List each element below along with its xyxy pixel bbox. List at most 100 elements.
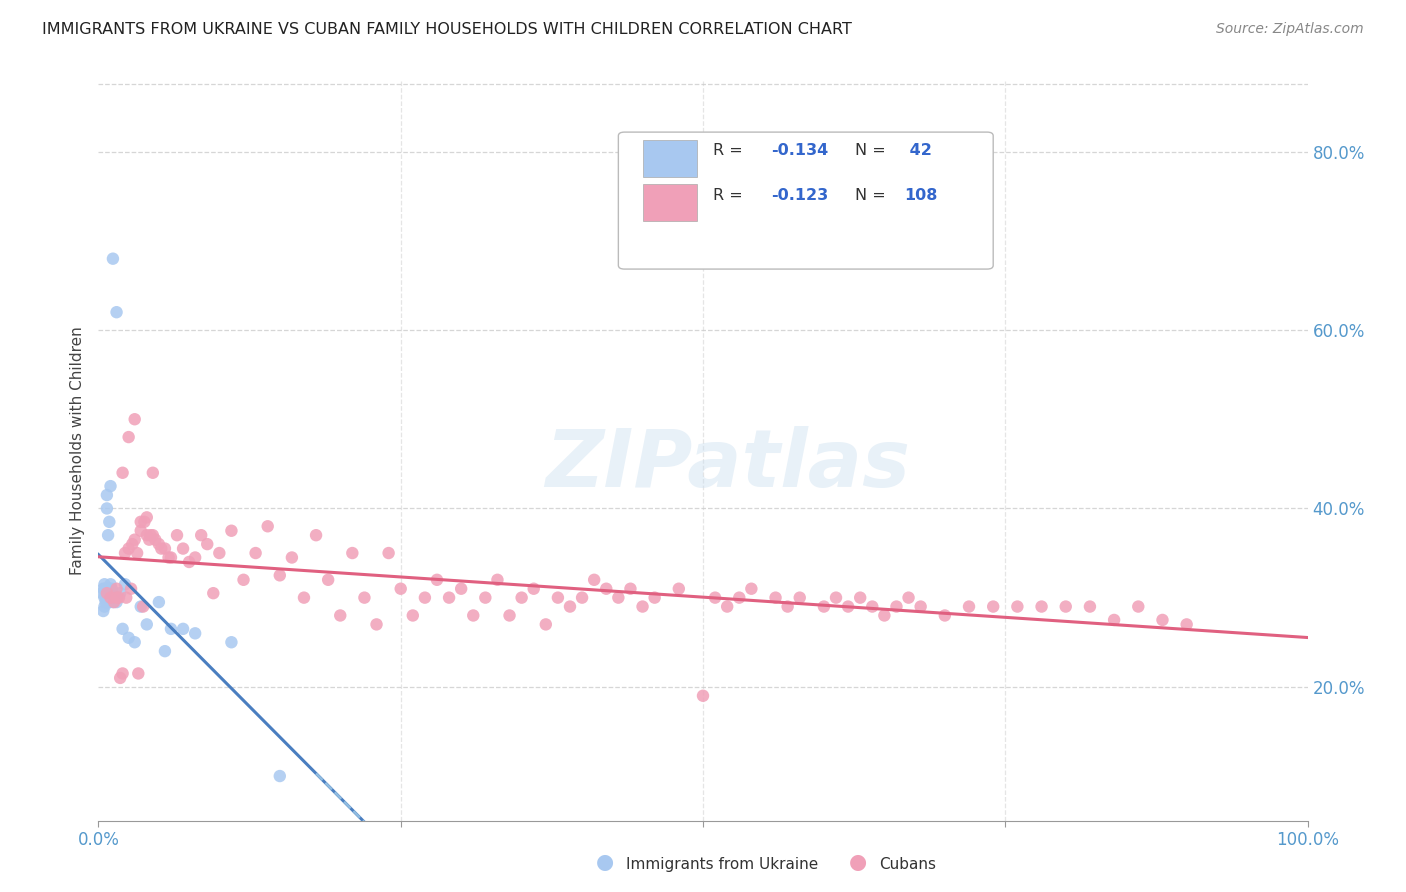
Point [897,591,920,605]
Point [776,599,799,614]
Text: 42: 42 [904,144,932,158]
Y-axis label: Family Households with Children: Family Households with Children [69,326,84,574]
Point [120,582,142,596]
Point [1102,613,1125,627]
Point [127,666,149,681]
Text: Cubans: Cubans [879,857,936,872]
Point [402,608,425,623]
Point [98,515,121,529]
Point [1054,599,1077,614]
Point [100,586,122,600]
Point [269,568,291,582]
Point [366,617,388,632]
Point [426,573,449,587]
Point [118,430,141,444]
Point [105,305,128,319]
Point [1152,613,1174,627]
Point [142,528,165,542]
Point [825,591,848,605]
Point [172,622,194,636]
Point [558,599,581,614]
Point [765,591,787,605]
Point [153,541,176,556]
FancyBboxPatch shape [619,132,993,269]
Point [269,769,291,783]
Point [179,555,201,569]
Point [103,591,125,605]
Point [100,479,122,493]
Point [118,631,141,645]
Point [728,591,751,605]
Point [202,586,225,600]
Point [692,689,714,703]
Point [143,533,166,547]
Point [245,546,267,560]
Point [486,573,509,587]
Point [129,515,152,529]
Point [111,666,134,681]
Point [135,617,157,632]
Point [837,599,859,614]
Point [96,501,118,516]
Point [96,488,118,502]
Point [195,537,218,551]
Point [1078,599,1101,614]
Point [103,595,125,609]
Point [437,591,460,605]
Point [644,591,666,605]
Point [474,591,496,605]
Point [668,582,690,596]
Point [96,591,118,605]
Text: ●: ● [849,853,866,872]
Text: ●: ● [596,853,613,872]
Point [114,546,136,560]
Point [97,586,120,600]
Text: R =: R = [713,187,748,202]
Point [329,608,352,623]
Point [150,541,173,556]
Point [114,577,136,591]
Point [100,591,122,605]
Point [118,541,141,556]
Point [124,412,146,426]
Point [148,537,170,551]
Point [281,550,304,565]
Text: Source: ZipAtlas.com: Source: ZipAtlas.com [1216,22,1364,37]
Point [1175,617,1198,632]
Point [957,599,980,614]
Point [97,528,120,542]
Text: N =: N = [855,187,891,202]
Point [121,537,143,551]
Point [138,533,160,547]
Point [101,595,124,609]
Text: -0.123: -0.123 [770,187,828,202]
Point [94,582,117,596]
Point [510,591,533,605]
Point [97,595,120,609]
Point [184,626,207,640]
Point [813,599,835,614]
Point [389,582,412,596]
Bar [643,139,697,177]
Point [463,608,485,623]
Point [886,599,908,614]
Point [100,577,122,591]
Text: ZIPatlas: ZIPatlas [544,426,910,504]
Point [127,546,149,560]
Point [716,599,738,614]
Point [93,599,115,614]
Point [172,541,194,556]
Point [108,586,131,600]
Point [256,519,278,533]
Point [105,591,128,605]
Point [208,546,231,560]
Point [232,573,254,587]
Point [160,622,183,636]
Point [94,595,117,609]
Point [221,635,243,649]
Point [166,528,188,542]
Point [353,591,375,605]
Point [740,582,762,596]
Point [148,595,170,609]
Point [111,622,134,636]
